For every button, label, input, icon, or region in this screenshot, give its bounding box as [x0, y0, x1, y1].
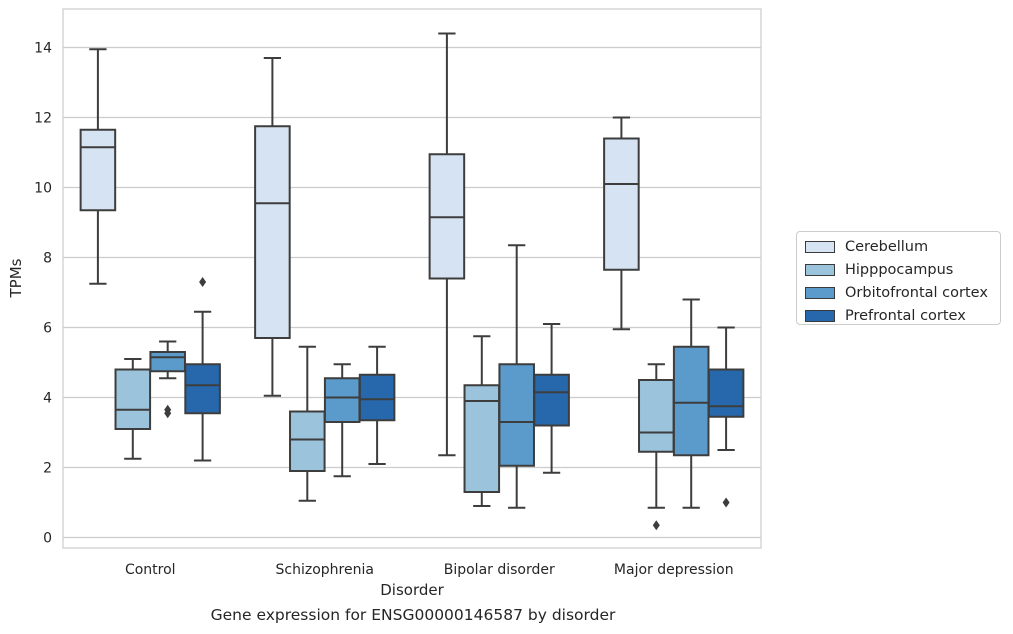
legend-swatch — [805, 263, 835, 276]
y-tick-label: 6 — [43, 321, 52, 337]
outlier-point — [199, 277, 207, 287]
x-axis-title: Disorder — [380, 581, 444, 599]
gridlines — [63, 46, 761, 539]
legend-label: Prefrontal cortex — [845, 307, 966, 324]
legend-item: Hipppocampus — [805, 258, 1000, 281]
box-plot — [114, 358, 152, 460]
x-tick-label: Control — [125, 562, 176, 578]
legend: Cerebellum Hipppocampus Orbitofrontal co… — [796, 231, 1001, 325]
x-tick-label: Bipolar disorder — [444, 562, 555, 578]
box — [114, 368, 152, 430]
box — [149, 351, 186, 373]
y-tick-label: 12 — [34, 111, 52, 127]
legend-swatch — [805, 286, 835, 299]
box-plot — [254, 57, 291, 397]
box-plot — [323, 363, 361, 478]
box-plot — [149, 340, 186, 419]
legend-item: Prefrontal cortex — [805, 304, 1000, 327]
box — [603, 137, 640, 271]
legend-label: Orbitofrontal cortex — [845, 284, 988, 301]
plot-frame — [62, 8, 762, 549]
box-plot — [707, 326, 745, 508]
box-plot — [638, 363, 675, 531]
chart-caption: Gene expression for ENSG00000146587 by d… — [210, 606, 616, 624]
box — [323, 377, 361, 423]
y-tick-label: 10 — [34, 181, 52, 197]
legend-swatch — [805, 240, 835, 253]
box — [638, 379, 675, 453]
box-plot — [289, 345, 326, 502]
box — [498, 363, 535, 467]
box — [184, 363, 221, 415]
y-tick-label: 8 — [43, 251, 52, 267]
legend-swatch — [805, 309, 835, 322]
box-plot — [672, 298, 710, 509]
outlier-point — [722, 497, 730, 508]
box — [254, 125, 291, 339]
box — [463, 384, 501, 493]
x-tick-labels: Control Schizophrenia Bipolar disorder Majo… — [125, 562, 734, 578]
y-tick-label: 0 — [43, 531, 52, 547]
legend-item: Cerebellum — [805, 235, 1000, 258]
box-plot — [603, 116, 640, 331]
box-plot — [498, 244, 535, 509]
y-tick-labels: 0 2 4 6 8 10 12 14 — [34, 41, 52, 547]
outlier-point — [652, 520, 660, 531]
outlier-point — [164, 404, 172, 415]
legend-label: Cerebellum — [845, 238, 929, 255]
box-plot — [428, 32, 466, 457]
y-axis-title: TPMs — [7, 258, 25, 298]
box-plot — [463, 335, 501, 507]
legend-item: Orbitofrontal cortex — [805, 281, 1000, 304]
legend-label: Hipppocampus — [845, 261, 954, 278]
y-tick-label: 2 — [43, 461, 52, 477]
y-tick-label: 14 — [34, 41, 52, 57]
box — [358, 373, 396, 422]
box — [672, 345, 710, 457]
box — [289, 410, 326, 472]
box-plot — [358, 345, 396, 465]
box — [79, 128, 117, 212]
y-tick-label: 4 — [43, 391, 52, 407]
box-plot — [184, 277, 221, 462]
box — [707, 368, 745, 418]
x-tick-label: Major depression — [614, 562, 734, 578]
box-groups — [79, 32, 745, 531]
box — [533, 373, 570, 427]
x-tick-label: Schizophrenia — [276, 562, 374, 578]
box-plot — [79, 48, 117, 285]
box-plot — [533, 323, 570, 474]
